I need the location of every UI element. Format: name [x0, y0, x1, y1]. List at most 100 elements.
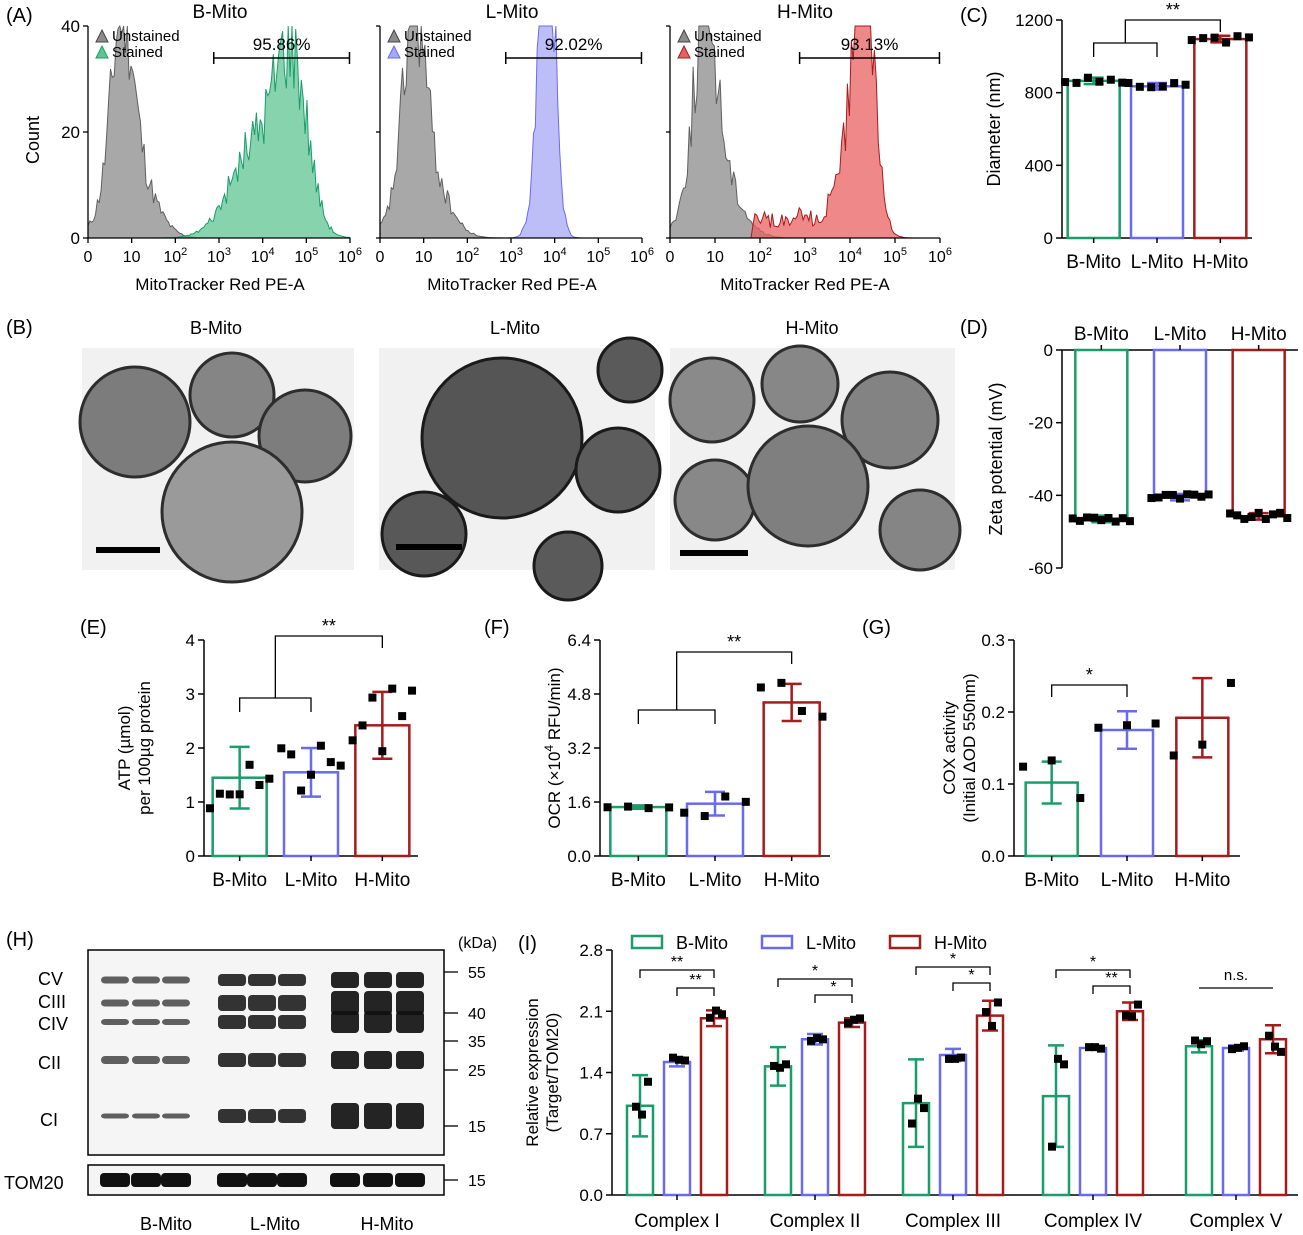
bar: [1078, 1046, 1108, 1197]
data-point: [1054, 1054, 1062, 1063]
data-point: [1168, 490, 1177, 499]
data-point: [920, 1104, 928, 1113]
data-point: [700, 812, 709, 821]
band-label-tom20: TOM20: [4, 1173, 64, 1193]
data-point: [408, 686, 417, 695]
y-tick-label: 4.8: [567, 685, 591, 704]
y-tick-label: 0.0: [579, 1186, 603, 1205]
flow-x-tick-label: 106: [630, 246, 654, 266]
data-point: [316, 741, 325, 750]
band-label-cii: CII: [38, 1053, 61, 1073]
data-point: [741, 797, 750, 806]
y-tick-label: -20: [1028, 414, 1053, 433]
data-point: [624, 802, 633, 811]
band-cv: [101, 976, 129, 984]
tem-mitochondrion: [420, 356, 584, 520]
significance-bracket: [676, 651, 793, 710]
bar: [1258, 1038, 1288, 1197]
y-tick-label: 6.4: [567, 631, 591, 650]
data-point: [265, 774, 274, 783]
significance-label: n.s.: [1224, 967, 1248, 984]
x-tick-label: Complex I: [634, 1211, 720, 1232]
data-point: [819, 1035, 827, 1044]
data-point: [1283, 514, 1292, 523]
panel-letter-a: (A): [6, 5, 33, 27]
x-tick-label: H-Mito: [764, 870, 820, 891]
significance-label: **: [671, 954, 683, 971]
data-point: [1047, 756, 1056, 765]
data-point: [1048, 1142, 1056, 1151]
band-tom20: [395, 1173, 425, 1187]
flow-x-tick-label: 10: [706, 249, 724, 266]
x-tick-label: Complex IV: [1044, 1211, 1143, 1232]
flow-y-tick-label: 20: [61, 123, 80, 142]
bar-l-mito: [1152, 348, 1208, 499]
data-point: [1111, 517, 1120, 526]
tem-title: B-Mito: [190, 318, 242, 338]
data-point: [680, 808, 689, 817]
significance-label: *: [830, 979, 836, 996]
band-civ: [278, 1015, 306, 1029]
flow-x-tick-label: 10: [123, 249, 141, 266]
y-tick-label: 4: [186, 631, 195, 650]
bar: [975, 1014, 1005, 1197]
data-point: [1158, 82, 1167, 91]
data-point: [1124, 78, 1133, 87]
panel-letter-d: (D): [960, 317, 988, 339]
y-tick-label: 3.2: [567, 739, 591, 758]
band-ci: [132, 1113, 160, 1119]
tem-mitochondrion: [878, 488, 962, 572]
data-point: [782, 1060, 790, 1069]
band-ciii: [278, 995, 306, 1011]
band-civ: [101, 1019, 129, 1025]
tem-scale-bar: [396, 544, 462, 550]
bar: [938, 1053, 968, 1197]
data-point: [957, 1053, 965, 1062]
x-tick-label: L-Mito: [689, 870, 742, 891]
data-point: [632, 1102, 640, 1111]
data-point: [1083, 73, 1092, 82]
bar-h-mito: [1231, 348, 1286, 518]
significance-bracket: [1124, 19, 1221, 43]
legend-unstained-label: Unstained: [112, 28, 180, 45]
data-point: [1169, 751, 1178, 760]
bar-h-mito: [1193, 37, 1248, 240]
band-tom20: [363, 1173, 393, 1187]
flow-x-tick-label: 106: [928, 246, 952, 266]
data-point: [1075, 516, 1084, 525]
panel-letter-h: (H): [6, 929, 34, 951]
data-point: [1183, 490, 1192, 499]
data-point: [1197, 1040, 1205, 1049]
band-cv: [248, 974, 276, 986]
flow-x-tick-label: 106: [338, 246, 362, 266]
x-tick-label: H-Mito: [1192, 252, 1248, 273]
significance-label: *: [968, 967, 974, 984]
legend-stained-swatch: [677, 44, 691, 59]
data-point: [665, 803, 674, 812]
significance-bracket: [1092, 985, 1131, 994]
data-point: [908, 1119, 916, 1128]
flow-x-axis-label: MitoTracker Red PE-A: [135, 275, 305, 294]
y-tick-label: 0.1: [981, 775, 1005, 794]
data-point: [1226, 509, 1235, 518]
band-ciii: [218, 995, 246, 1011]
y-axis-label: (Initial ΔOD 550nm): [960, 673, 979, 822]
x-tick-label: Complex II: [770, 1211, 861, 1232]
tem-mitochondrion: [840, 370, 940, 470]
y-tick-label: 2.1: [579, 1002, 603, 1021]
data-point: [1234, 1043, 1242, 1052]
data-point: [1254, 508, 1263, 517]
band-tom20: [161, 1173, 191, 1187]
chart-cox-activity: 0.0 0.1 0.2 0.3 COX activity (Initial ΔOD 550…: [940, 631, 1240, 891]
legend-stained-label: Stained: [694, 44, 745, 61]
bar-b-mito: [609, 805, 668, 858]
data-point: [1125, 517, 1134, 526]
data-point: [1176, 494, 1184, 503]
data-point: [1204, 490, 1213, 499]
tem-mitochondrion: [668, 356, 756, 444]
y-tick-label: 0.0: [567, 847, 591, 866]
band-ciii: [132, 999, 160, 1007]
data-point: [721, 792, 730, 801]
data-point: [603, 803, 612, 812]
data-point: [1268, 510, 1277, 519]
